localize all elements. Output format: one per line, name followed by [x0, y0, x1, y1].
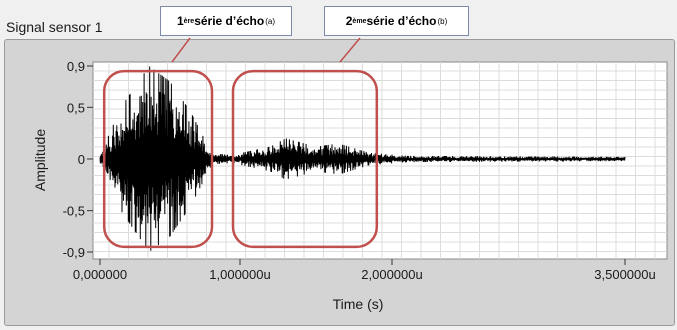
callout-leaders: [171, 37, 361, 63]
callout-a-sup: ère: [183, 17, 195, 25]
leader-line-a: [171, 37, 191, 63]
highlight-regions: [102, 69, 379, 249]
signal-trace: [99, 66, 626, 251]
y-axis-ticks: 0,9 0,5 0 -0,5 -0,9: [63, 59, 93, 260]
highlight-first-echo: [102, 69, 214, 249]
y-tick-label: 0: [78, 152, 85, 167]
callout-b-text: série d’écho: [366, 14, 437, 28]
x-tick-label: 2,000000u: [361, 267, 422, 282]
x-axis-label: Time (s): [333, 296, 384, 312]
window-title: Signal sensor 1: [6, 19, 103, 35]
x-tick-label: 1,000000u: [209, 267, 270, 282]
callout-a-tag: (a): [265, 16, 275, 26]
highlight-second-echo: [231, 69, 379, 249]
callout-b-sup: ème: [352, 17, 367, 25]
y-tick-label: -0,9: [63, 245, 85, 260]
leader-line-b: [339, 37, 361, 63]
signal-line: [99, 66, 626, 251]
callout-a-text: série d’écho: [194, 14, 265, 28]
y-tick-label: 0,5: [67, 100, 85, 115]
x-axis-ticks: 0,000000 1,000000u 2,000000u 3,500000u: [73, 259, 656, 282]
y-tick-label: 0,9: [67, 59, 85, 74]
y-tick-label: -0,5: [63, 204, 85, 219]
x-tick-label: 3,500000u: [594, 267, 655, 282]
callout-a-num: 1: [176, 14, 184, 28]
callout-b-num: 2: [345, 14, 353, 28]
y-axis-label: Amplitude: [32, 129, 48, 191]
x-tick-label: 0,000000: [73, 267, 127, 282]
callout-first-echo-series: 1 ère série d’écho (a): [160, 6, 292, 36]
callout-second-echo-series: 2 ème série d’écho (b): [324, 6, 469, 36]
callout-b-tag: (b): [437, 16, 448, 26]
